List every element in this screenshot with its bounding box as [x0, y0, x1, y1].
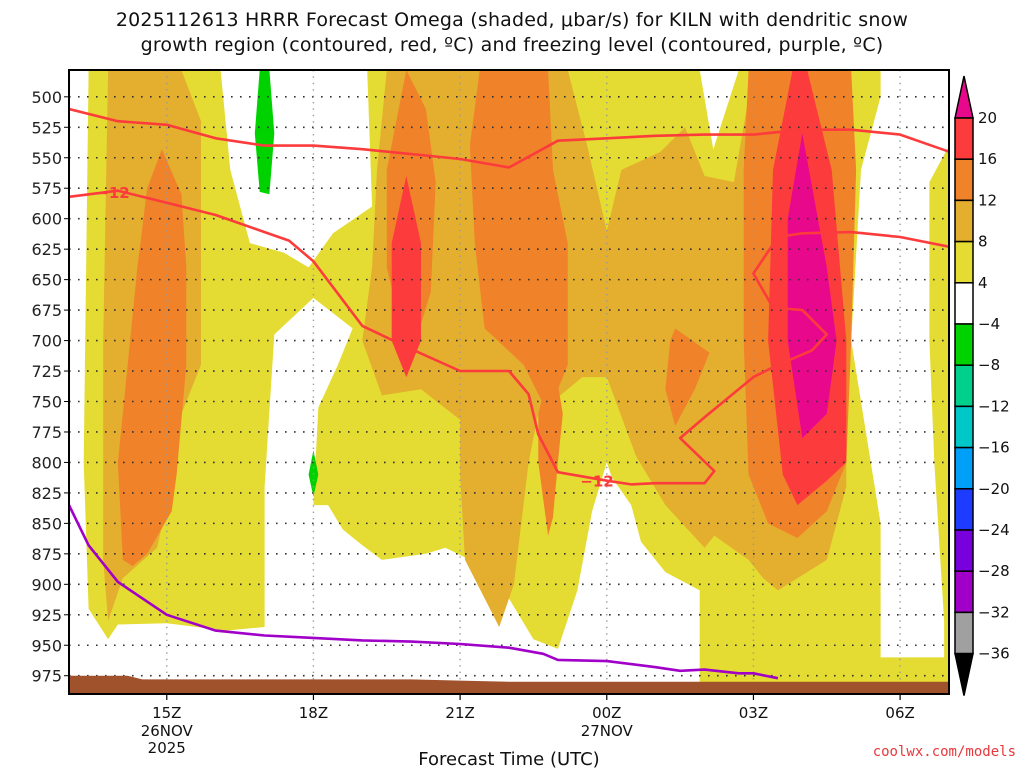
omega-region-pink-core: [787, 133, 837, 439]
omega-region-yellow-right-edge: [929, 145, 949, 621]
chart-title-line-2: growth region (contoured, red, ºC) and f…: [140, 34, 884, 56]
colorbar-top-arrow: [954, 75, 974, 119]
colorbar-label: 4: [978, 274, 988, 292]
colorbar-label: −4: [978, 315, 1000, 333]
y-tick-label: 850: [31, 514, 62, 533]
colorbar-label: 16: [978, 150, 997, 168]
y-axis: 500 525 550 575 600 625 650 675 700 725 750 775 800 8…: [31, 88, 69, 686]
colorbar-bin: [954, 240, 974, 284]
y-tick-label: 825: [31, 484, 62, 503]
colorbar-bin: [954, 405, 974, 449]
colorbar-label: −36: [978, 645, 1010, 663]
credit-text[interactable]: coolwx.com/models: [872, 744, 1016, 760]
colorbar-bin: [954, 282, 974, 325]
series-line-0: [69, 107, 949, 169]
plot-frame: [68, 69, 950, 695]
x-tick-sublabel: 26NOV: [141, 722, 194, 740]
x-tick-label: 00Z: [592, 704, 621, 722]
colorbar-bottom-arrow: [954, 652, 974, 696]
x-tick-label: 21Z: [445, 704, 474, 722]
colorbar-bin: [954, 158, 974, 202]
colorbar-label: −20: [978, 480, 1010, 498]
colorbar-label: 8: [978, 233, 988, 251]
colorbar-bin: [954, 570, 974, 614]
y-tick-label: 775: [31, 423, 62, 442]
contour-lines: −12 −12: [69, 107, 949, 680]
x-tick-label: 03Z: [739, 704, 768, 722]
colorbar-bin: [954, 529, 974, 572]
colorbar-label: −12: [978, 397, 1010, 415]
y-tick-label: 975: [31, 667, 62, 686]
colorbar-label: 20: [978, 109, 997, 127]
y-tick-label: 575: [31, 179, 62, 198]
colorbar-bin: [954, 364, 974, 408]
series-line-1: [69, 189, 949, 486]
x-tick-label: 18Z: [299, 704, 328, 722]
y-tick-label: 750: [31, 393, 62, 412]
colorbar-bin: [954, 117, 974, 160]
series-line-2: [69, 504, 779, 680]
contour-label: −12: [580, 473, 613, 491]
colorbar-bin: [954, 323, 974, 366]
omega-shading: [83, 70, 949, 694]
colorbar-bin: [954, 199, 974, 243]
omega-region-red-mid: [391, 176, 421, 378]
colorbar-bin: [954, 446, 974, 490]
y-tick-label: 900: [31, 575, 62, 594]
x-tick-label: 15Z: [152, 704, 181, 722]
contour-label: −12: [96, 184, 129, 202]
y-tick-label: 525: [31, 118, 62, 137]
y-tick-label: 550: [31, 149, 62, 168]
colorbar-label: 12: [978, 191, 997, 209]
y-tick-label: 875: [31, 545, 62, 564]
colorbar-label: −24: [978, 521, 1010, 539]
colorbar-bin: [954, 488, 974, 531]
colorbar-label: −8: [978, 356, 1000, 374]
y-tick-label: 675: [31, 301, 62, 320]
y-tick-label: 500: [31, 88, 62, 107]
y-tick-label: 700: [31, 332, 62, 351]
omega-region-green-upper: [254, 70, 275, 195]
x-tick-sublabel: 27NOV: [581, 722, 634, 740]
y-tick-label: 925: [31, 606, 62, 625]
y-tick-label: 650: [31, 271, 62, 290]
colorbar-label: −28: [978, 562, 1010, 580]
colorbar-label: −32: [978, 603, 1010, 621]
y-tick-label: 725: [31, 362, 62, 381]
omega-region-orange-lower: [538, 355, 563, 536]
x-axis-label: Forecast Time (UTC): [418, 749, 599, 768]
terrain-layer: [69, 675, 949, 694]
colorbar-bin: [954, 611, 974, 655]
y-tick-label: 600: [31, 210, 62, 229]
x-tick-label: 06Z: [885, 704, 914, 722]
x-tick-sublabel: 2025: [148, 739, 186, 757]
y-tick-label: 800: [31, 453, 62, 472]
colorbar: 20 16 12 8 4 −4 −8 −12 −16 −20 −24 −28 −32 −36: [954, 75, 1010, 696]
colorbar-label: −16: [978, 439, 1010, 457]
omega-region-orange-mid2: [469, 70, 568, 414]
chart-title-line-1: 2025112613 HRRR Forecast Omega (shaded, …: [115, 9, 909, 31]
y-tick-label: 950: [31, 636, 62, 655]
omega-region-orange-small: [665, 328, 710, 426]
y-tick-label: 625: [31, 240, 62, 259]
terrain-fill: [69, 675, 949, 694]
